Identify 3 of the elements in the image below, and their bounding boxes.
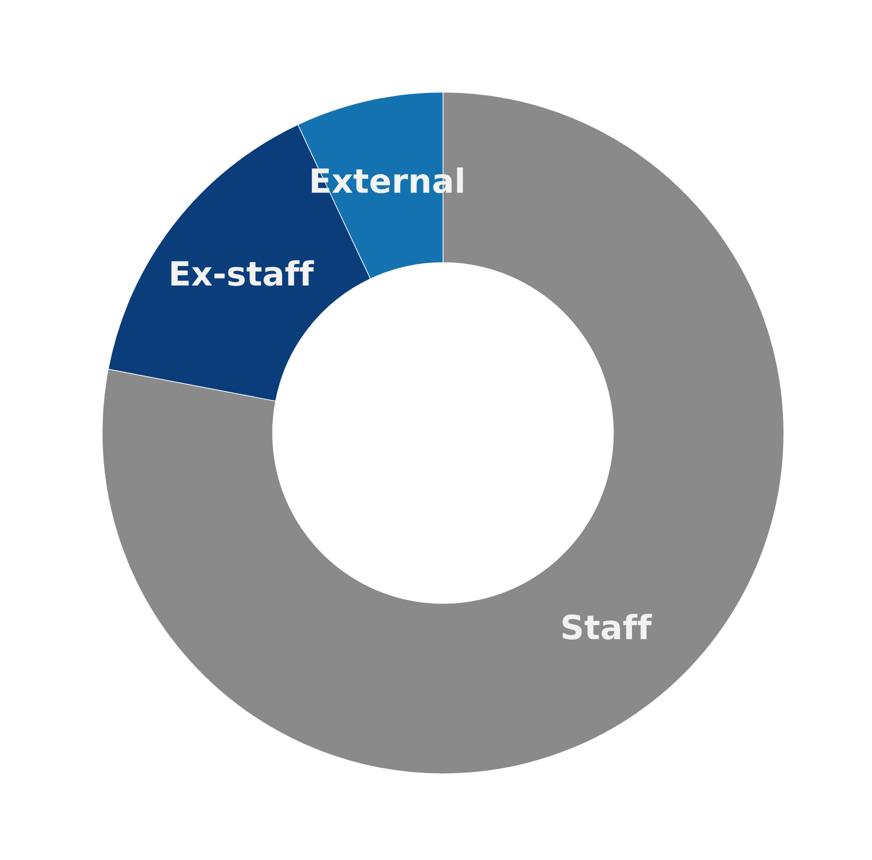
donut-slice — [102, 92, 784, 774]
slice-label: Ex-staff — [171, 260, 314, 286]
slice-label: Staff — [562, 614, 652, 640]
